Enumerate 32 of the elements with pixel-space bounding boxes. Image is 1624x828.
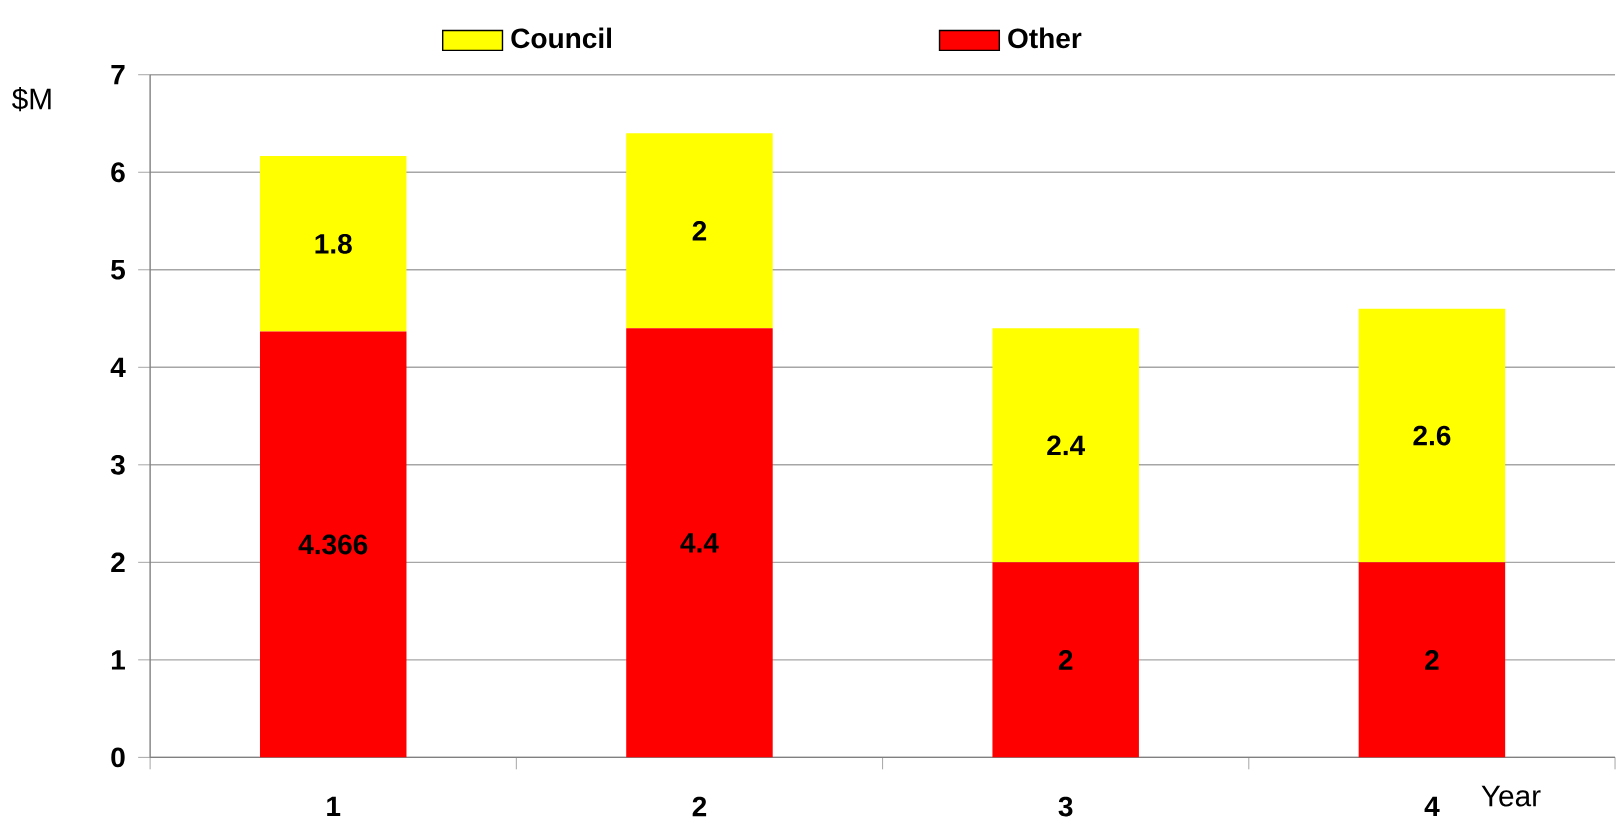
bar [992,328,1139,563]
legend-label: Council [511,27,611,49]
y-tick-label: 2 [111,552,125,573]
x-tick-label: 4 [1424,796,1440,816]
y-axis-title: $M [12,87,51,112]
bar [992,562,1139,758]
y-tick-label: 3 [110,454,125,475]
data-label: 2.6 [1413,425,1451,446]
x-axis-title: Year [1481,785,1541,807]
y-tick-label: 6 [111,162,125,183]
y-tick-label: 5 [111,259,125,280]
bar [626,133,773,329]
data-label: 2.4 [1047,435,1086,455]
data-label: 2 [692,220,707,241]
data-label: 4.4 [680,533,719,553]
bar [626,328,773,758]
bar [259,331,407,758]
bar [259,155,407,332]
bar [1358,562,1506,758]
x-tick-label: 1 [327,796,341,816]
y-tick-label: 0 [111,747,125,768]
x-tick-label: 3 [1058,796,1073,817]
y-tick-label: 4 [110,357,126,377]
data-label: 2 [1058,649,1073,670]
legend-label: Other [1008,27,1082,49]
data-label: 1.8 [315,233,352,254]
x-tick-label: 2 [692,796,707,817]
data-label: 4.366 [298,534,368,555]
y-tick-label: 1 [111,650,125,670]
data-label: 2 [1425,649,1439,670]
bar [1358,308,1506,563]
y-tick-label: 7 [111,65,125,85]
